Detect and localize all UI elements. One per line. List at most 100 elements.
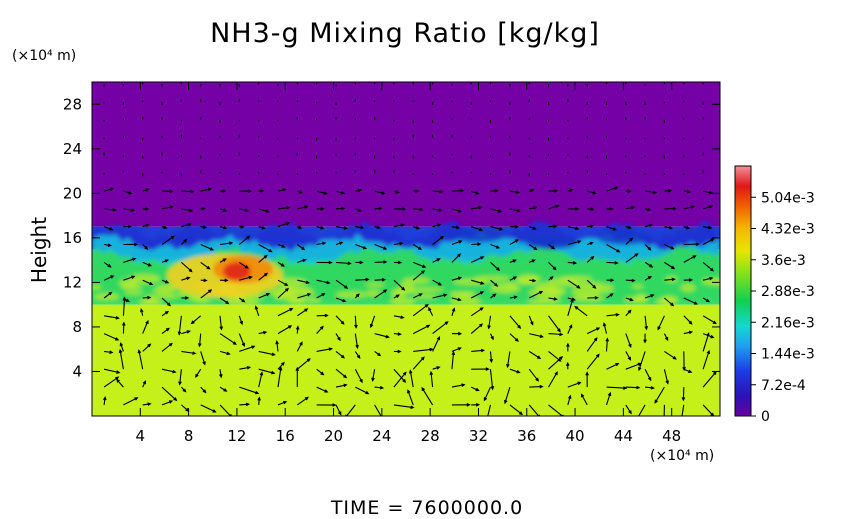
wind-vector-head [323, 191, 329, 195]
wind-vector-head [663, 421, 666, 424]
wind-vector-head [514, 224, 520, 229]
wind-vector [703, 226, 712, 229]
wind-vector [506, 351, 511, 367]
wind-vector-head [479, 323, 484, 328]
wind-vector-head [319, 325, 324, 330]
wind-vector-head [208, 289, 213, 293]
wind-vector-head [324, 313, 329, 318]
wind-vector [316, 386, 328, 393]
wind-vector-head [602, 322, 607, 327]
wind-vector-head [271, 352, 276, 357]
wind-vector-head [712, 371, 717, 376]
wind-vector-head [458, 240, 463, 244]
wind-vector-head [397, 260, 403, 265]
wind-vector-head [475, 191, 480, 195]
wind-vector-head [164, 259, 170, 263]
wind-vector-head [688, 320, 693, 325]
wind-vector-head [219, 374, 223, 379]
wind-vector-head [506, 363, 510, 369]
wind-vector-head [170, 235, 176, 240]
wind-vector-head [383, 289, 388, 293]
wind-vector-head [397, 332, 402, 336]
wind-vector [372, 369, 376, 381]
wind-vector-head [630, 205, 636, 210]
y-tick-label: 20 [63, 184, 82, 202]
wind-vector [625, 206, 635, 210]
wind-vector [625, 237, 633, 245]
wind-vector-head [186, 276, 191, 281]
wind-vector [122, 297, 126, 316]
wind-vector-head [631, 278, 636, 283]
wind-vector-head [187, 222, 192, 227]
wind-vector-head [127, 224, 132, 229]
wind-vector-head [688, 330, 694, 335]
wind-vector-head [341, 206, 346, 211]
wind-vector [316, 279, 330, 284]
wind-vector-head [475, 402, 481, 407]
y-axis-ticks: 4 8 12 16 20 24 28 [63, 95, 720, 380]
colorbar [734, 165, 752, 417]
wind-vector-head [710, 334, 715, 339]
plot-frame [91, 81, 721, 417]
wind-vector [412, 270, 425, 281]
wind-vector-head [554, 371, 558, 376]
wind-vector [335, 279, 348, 289]
wind-vector-head [202, 361, 206, 366]
wind-vector-head [337, 337, 341, 342]
wind-vector-head [226, 351, 231, 356]
wind-vector-head [289, 308, 294, 312]
wind-vector [335, 297, 346, 302]
wind-vector [470, 307, 484, 317]
wind-vector-head [169, 205, 174, 209]
wind-vector [297, 279, 309, 284]
wind-vector [355, 386, 369, 395]
wind-vector-head [261, 225, 266, 230]
wind-vector [451, 384, 465, 388]
wind-vector-head [436, 223, 442, 227]
wind-vector-head [670, 302, 675, 307]
wind-vector-head [419, 207, 424, 212]
wind-vector [509, 315, 521, 329]
wind-vector [702, 371, 717, 388]
wind-vector [335, 350, 345, 359]
wind-vector-head [173, 397, 178, 402]
wind-vector-head [612, 227, 618, 231]
wind-vector-head [357, 188, 363, 193]
wind-vector-head [381, 277, 387, 282]
wind-vector [586, 354, 600, 370]
wind-vector-head [496, 267, 501, 272]
wind-vector [529, 333, 543, 338]
wind-vector-head [537, 355, 542, 360]
y-axis-label: Height [27, 217, 51, 283]
wind-vector-head [165, 327, 170, 332]
wind-vector-head [607, 391, 612, 397]
wind-vector [258, 272, 268, 281]
wind-vector [412, 324, 430, 335]
wind-vector [258, 244, 272, 253]
x-tick-label: 48 [662, 427, 681, 445]
wind-vector [451, 297, 461, 301]
wind-vector-head [671, 265, 676, 270]
wind-vector-head [421, 270, 426, 274]
wind-vector-head [615, 363, 620, 367]
wind-vector [581, 394, 588, 406]
wind-vector-head [285, 287, 290, 292]
y-tick-label: 12 [63, 273, 82, 291]
wind-vector-head [461, 383, 466, 387]
layer-texture [92, 220, 720, 307]
wind-vector [432, 294, 447, 299]
wind-vector [178, 315, 182, 335]
wind-vector [335, 226, 347, 230]
wind-vector-head [144, 245, 149, 250]
wind-vector [316, 293, 325, 299]
y-tick-label: 28 [63, 95, 82, 113]
x-tick-label: 40 [566, 427, 585, 445]
wind-vector [277, 325, 292, 335]
wind-vector-head [400, 315, 405, 319]
wind-vector-head [514, 239, 519, 243]
wind-vector-head [693, 301, 699, 305]
wind-vector-head [285, 221, 291, 226]
wind-vector-head [609, 207, 614, 211]
wind-vector-head [265, 209, 271, 213]
